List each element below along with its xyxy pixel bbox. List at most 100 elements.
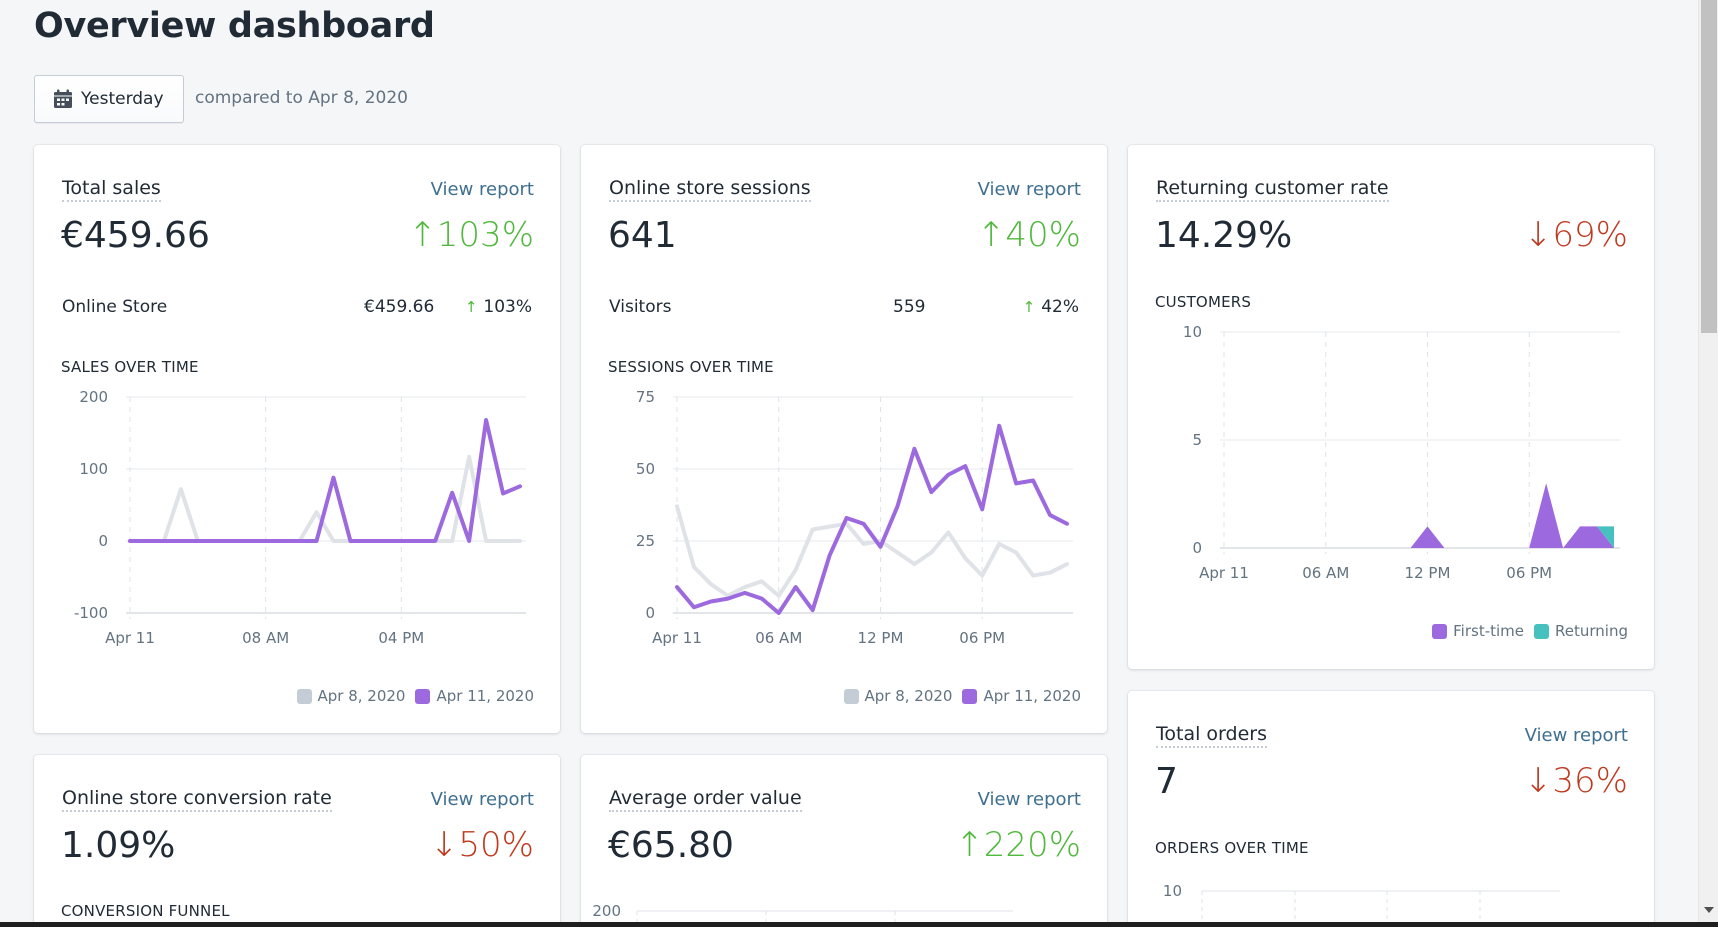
card-title[interactable]: Returning customer rate xyxy=(1156,177,1389,202)
taskbar-edge xyxy=(0,922,1718,927)
customers-chart: 10 5 0 Apr 11 06 AM 12 PM 06 PM xyxy=(1183,323,1620,582)
series-line-previous xyxy=(128,454,522,543)
chart-legend: Apr 8, 2020 Apr 11, 2020 xyxy=(296,687,534,705)
metric-value: €459.66 xyxy=(61,215,210,256)
view-report-link[interactable]: View report xyxy=(430,179,534,200)
average-order-value-card: Average order value View report €65.80 ↑… xyxy=(581,755,1107,922)
y-tick-label: 100 xyxy=(79,460,108,478)
breakdown-row: Online Store €459.66 ↑ 103% xyxy=(62,297,532,321)
vertical-scrollbar[interactable] xyxy=(1698,0,1718,922)
x-tick-label: Apr 11 xyxy=(105,629,155,647)
arrow-up-icon: ↑ xyxy=(408,215,437,255)
arrow-up-icon: ↑ xyxy=(955,825,984,865)
breakdown-value: €459.66 xyxy=(364,297,435,317)
date-range-button[interactable]: Yesterday xyxy=(34,75,184,123)
breakdown-delta: ↑ 42% xyxy=(1022,297,1079,317)
chart-legend: First-time Returning xyxy=(1432,622,1628,640)
x-tick-label: Apr 11 xyxy=(1199,564,1249,582)
metric-delta: ↑40% xyxy=(976,215,1081,255)
y-tick-label: 200 xyxy=(592,902,621,920)
sessions-over-time-chart: 75 50 25 0 Apr 11 06 AM 12 PM 06 PM xyxy=(636,388,1073,647)
metric-value: 641 xyxy=(608,215,677,256)
y-tick-label: 0 xyxy=(1192,539,1202,557)
conversion-rate-card: Online store conversion rate View report… xyxy=(34,755,560,922)
metric-value: 14.29% xyxy=(1155,215,1293,256)
metric-delta: ↓36% xyxy=(1523,761,1628,801)
arrow-down-icon: ↓ xyxy=(429,825,459,865)
y-tick-label: 0 xyxy=(98,532,108,550)
breakdown-label: Online Store xyxy=(62,297,168,317)
arrow-up-icon: ↑ xyxy=(1022,298,1036,316)
x-tick-label: 12 PM xyxy=(858,629,904,647)
y-tick-label: 50 xyxy=(636,460,655,478)
legend-swatch xyxy=(415,688,431,704)
breakdown-label: Visitors xyxy=(609,297,672,317)
legend-swatch xyxy=(1534,623,1550,639)
arrow-down-icon: ↓ xyxy=(1523,761,1553,801)
breakdown-value: 559 xyxy=(893,297,926,317)
metric-delta: ↓50% xyxy=(429,825,534,865)
total-orders-card: Total orders View report 7 ↓36% ORDERS O… xyxy=(1128,691,1654,922)
card-title[interactable]: Average order value xyxy=(609,787,802,812)
x-tick-label: 08 AM xyxy=(242,629,289,647)
y-tick-label: 75 xyxy=(636,388,655,406)
x-tick-label: Apr 11 xyxy=(652,629,702,647)
page-title: Overview dashboard xyxy=(34,6,435,46)
metric-delta: ↑220% xyxy=(955,825,1081,865)
y-tick-label: 10 xyxy=(1163,882,1182,900)
series-line-previous xyxy=(675,504,1069,598)
y-tick-label: 200 xyxy=(79,388,108,406)
series-line-current xyxy=(675,423,1069,615)
returning-customer-rate-card: Returning customer rate 14.29% ↓69% CUST… xyxy=(1128,145,1654,669)
arrow-up-icon: ↑ xyxy=(464,298,478,316)
section-label: ORDERS OVER TIME xyxy=(1155,839,1309,857)
y-tick-label: 5 xyxy=(1192,431,1202,449)
view-report-link[interactable]: View report xyxy=(1524,725,1628,746)
legend-item-first-time[interactable]: First-time xyxy=(1432,622,1524,640)
legend-swatch xyxy=(296,688,312,704)
x-tick-label: 12 PM xyxy=(1405,564,1451,582)
breakdown-row: Visitors 559 ↑ 42% xyxy=(609,297,1079,321)
scroll-down-arrow-icon[interactable] xyxy=(1704,907,1714,913)
legend-item-current[interactable]: Apr 11, 2020 xyxy=(415,687,534,705)
card-title[interactable]: Total sales xyxy=(62,177,161,202)
y-tick-label: 0 xyxy=(645,604,655,622)
x-tick-label: 06 PM xyxy=(959,629,1005,647)
date-range-label: Yesterday xyxy=(81,89,164,109)
card-title[interactable]: Total orders xyxy=(1156,723,1267,748)
legend-swatch xyxy=(1432,623,1448,639)
metric-value: 7 xyxy=(1155,761,1178,802)
view-report-link[interactable]: View report xyxy=(977,789,1081,810)
section-label: SESSIONS OVER TIME xyxy=(608,358,774,376)
legend-swatch xyxy=(962,688,978,704)
metric-value: €65.80 xyxy=(608,825,734,866)
breakdown-delta: ↑ 103% xyxy=(464,297,532,317)
calendar-icon xyxy=(53,89,73,109)
metric-delta: ↓69% xyxy=(1523,215,1628,255)
section-label: CONVERSION FUNNEL xyxy=(61,902,230,920)
arrow-up-icon: ↑ xyxy=(976,215,1006,255)
x-tick-label: 06 AM xyxy=(1302,564,1349,582)
view-report-link[interactable]: View report xyxy=(977,179,1081,200)
sales-over-time-chart: 200 100 0 -100 Apr 11 08 AM 04 PM xyxy=(74,388,526,647)
scrollbar-thumb[interactable] xyxy=(1701,0,1717,333)
average-order-value-chart: 200 xyxy=(592,902,1013,922)
legend-item-previous[interactable]: Apr 8, 2020 xyxy=(296,687,405,705)
sessions-card: Online store sessions View report 641 ↑4… xyxy=(581,145,1107,733)
y-tick-label: -100 xyxy=(74,604,108,622)
card-title[interactable]: Online store conversion rate xyxy=(62,787,332,812)
arrow-down-icon: ↓ xyxy=(1523,215,1553,255)
section-label: SALES OVER TIME xyxy=(61,358,199,376)
view-report-link[interactable]: View report xyxy=(430,789,534,810)
legend-item-previous[interactable]: Apr 8, 2020 xyxy=(843,687,952,705)
series-area-first-time xyxy=(1224,483,1614,548)
legend-item-current[interactable]: Apr 11, 2020 xyxy=(962,687,1081,705)
legend-item-returning[interactable]: Returning xyxy=(1534,622,1628,640)
y-tick-label: 25 xyxy=(636,532,655,550)
y-tick-label: 10 xyxy=(1183,323,1202,341)
legend-swatch xyxy=(843,688,859,704)
total-sales-card: Total sales View report €459.66 ↑103% On… xyxy=(34,145,560,733)
series-line-current xyxy=(128,418,522,543)
card-title[interactable]: Online store sessions xyxy=(609,177,811,202)
section-label: CUSTOMERS xyxy=(1155,293,1252,311)
